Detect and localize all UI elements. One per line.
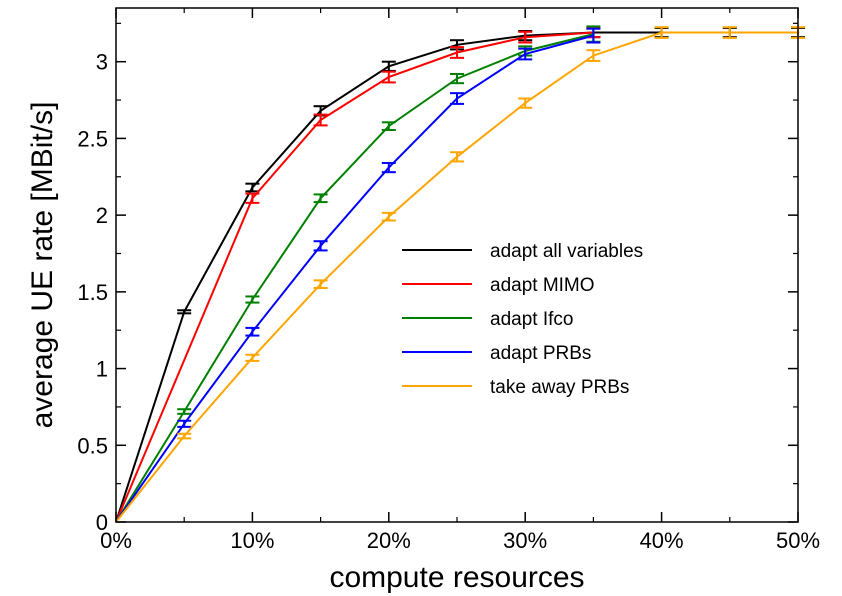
data-point [660,31,663,34]
data-point [524,52,527,56]
error-bar [313,279,328,290]
legend-label: adapt Ifco [490,309,573,330]
data-point [251,298,254,301]
y-tick-label: 2.5 [77,126,108,151]
data-point [251,197,254,200]
data-point [183,410,186,413]
data-point [455,97,459,100]
x-tick-label: 50% [776,528,820,553]
legend-label: adapt MIMO [490,275,595,296]
error-bar [518,30,533,44]
x-tick-label: 30% [503,528,547,553]
data-point [455,43,459,47]
x-tick-label: 0% [100,528,132,553]
data-point [251,330,254,333]
data-point [319,244,322,248]
y-tick-label: 0.5 [77,433,108,458]
legend-label: adapt all variables [490,241,643,262]
error-bar [381,70,396,84]
error-bar [722,26,737,39]
x-tick-label: 10% [230,528,274,553]
error-bar [245,192,260,204]
error-bar [450,92,464,105]
data-point [455,155,459,159]
error-bar [450,151,464,163]
error-bar [450,46,464,59]
plot-marks [115,25,805,523]
error-bar [586,27,601,44]
data-point [319,197,322,200]
plot-frame [115,7,799,523]
error-bar [450,72,464,85]
x-tick-label: 20% [367,528,411,553]
error-bar [313,193,328,204]
data-point [387,215,390,218]
error-bar [313,113,328,127]
axis-ticks: 0% 10% 20% 30% 40% 50% 0 0.5 1 1.5 2 2.5 3 [77,8,820,553]
y-tick-label: 1 [96,357,108,382]
error-bar [518,97,533,109]
x-axis-title: compute resources [329,561,584,594]
legend-item: adapt MIMO [402,275,595,296]
data-point [319,282,322,286]
legend-item: adapt Ifco [402,309,573,330]
y-tick-label: 1.5 [77,280,108,305]
data-point [251,186,254,189]
error-bar [654,26,669,39]
data-point [183,434,186,438]
data-point [592,54,595,57]
series-2 [115,25,601,523]
data-point [455,77,459,80]
data-point [455,51,459,54]
y-tick-label: 2 [96,203,108,228]
y-tick-label: 3 [96,50,108,75]
data-point [387,75,390,79]
data-point [183,422,186,426]
data-point [387,166,390,169]
error-bar [245,295,260,304]
data-point [251,356,254,360]
legend-item: adapt all variables [402,241,643,262]
data-point [524,35,527,39]
series-3 [115,27,601,523]
legend-item: take away PRBs [402,377,629,398]
legend-label: adapt PRBs [490,343,591,364]
error-bar [177,432,192,440]
data-point [183,310,186,313]
error-bar [245,326,260,337]
data-point [524,101,527,105]
legend-item: adapt PRBs [402,343,591,364]
data-point [387,124,390,128]
error-bar [313,240,328,252]
error-bar [586,49,601,62]
series-line [115,34,594,523]
y-axis-title: average UE rate [MBit/s] [26,102,59,429]
data-point [592,34,595,37]
data-point [387,65,390,68]
error-bar [245,353,260,362]
error-bar [177,419,192,428]
data-point [319,118,322,122]
series-line [115,33,594,523]
legend-label: take away PRBs [490,377,629,398]
error-bar [381,211,396,222]
error-bar [381,161,396,174]
y-tick-label: 0 [96,510,108,535]
error-bar [177,309,192,315]
data-point [319,109,322,113]
error-bar [381,121,396,131]
error-bar [177,408,192,415]
x-tick-label: 40% [640,528,684,553]
data-point [728,31,731,34]
error-bar [245,182,260,193]
legend: adapt all variables adapt MIMO adapt Ifco a… [402,241,643,398]
error-bar [518,47,533,61]
